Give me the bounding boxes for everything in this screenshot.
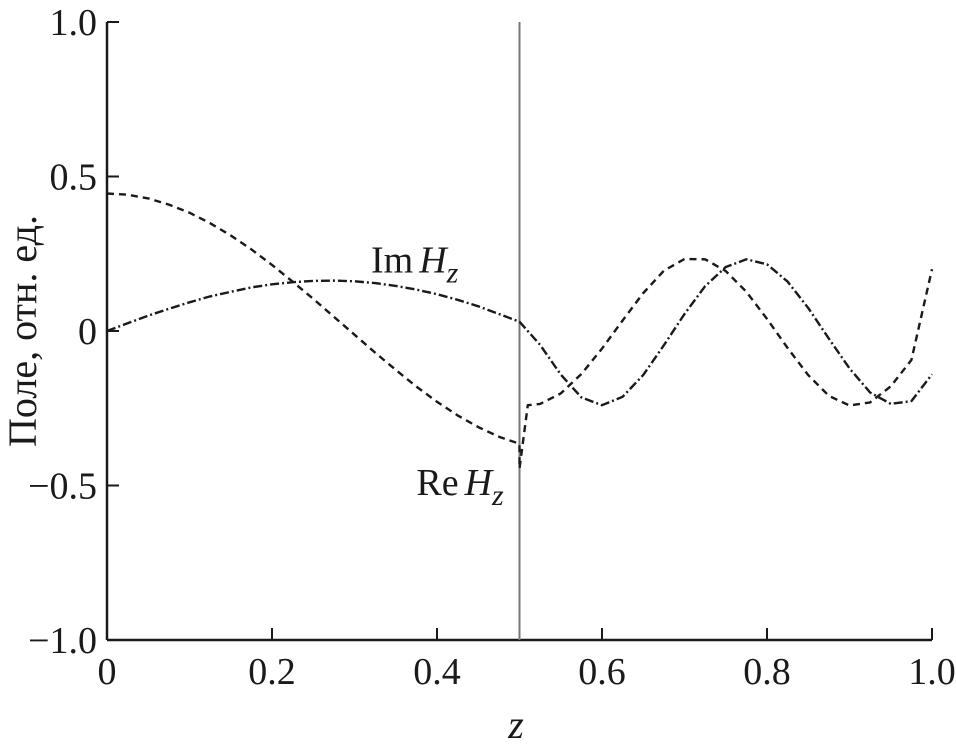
series-line-im-hz — [106, 258, 933, 407]
y-tick-label: −1.0 — [28, 620, 97, 662]
series-group — [106, 192, 934, 470]
y-tick-label: 1.0 — [50, 2, 98, 44]
y-tick-label: 0 — [78, 311, 97, 353]
series-line-re-hz — [106, 192, 934, 470]
y-tick-label: 0.5 — [50, 157, 98, 199]
x-tick-label: 1.0 — [908, 651, 956, 693]
series-labels: Re Hz Im Hz — [371, 239, 504, 511]
x-ticks: 0 0.2 0.4 0.6 0.8 1.0 — [98, 628, 956, 693]
y-axis-title: Поле, отн. ед. — [0, 215, 45, 447]
x-axis-title: z — [507, 702, 524, 747]
y-tick-label: −0.5 — [28, 466, 97, 508]
series-label-re-hz: Re Hz — [416, 462, 504, 512]
series-label-im-hz: Im Hz — [371, 239, 459, 289]
x-tick-label: 0 — [98, 651, 117, 693]
x-tick-label: 0.4 — [413, 651, 461, 693]
x-tick-label: 0.2 — [248, 651, 296, 693]
x-tick-label: 0.6 — [578, 651, 626, 693]
x-tick-label: 0.8 — [743, 651, 791, 693]
plot-area: 0 0.2 0.4 0.6 0.8 1.0 −1.0 −0.5 0 0.5 1.0 Re Hz Im H… — [28, 2, 956, 693]
y-ticks: −1.0 −0.5 0 0.5 1.0 — [28, 2, 119, 662]
